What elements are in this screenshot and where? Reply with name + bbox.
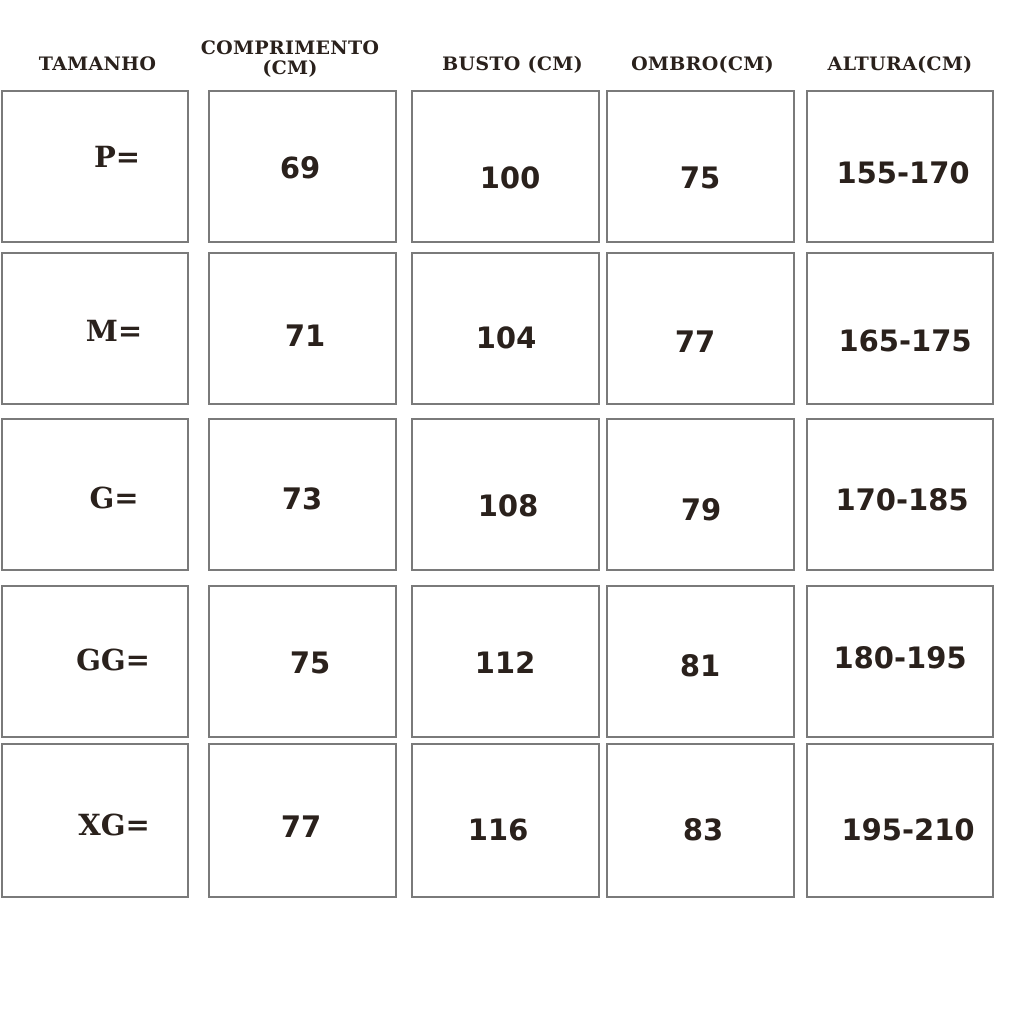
cell-value-tamanho: M= [85,314,143,348]
table-cell-comprimento [208,418,397,571]
table-cell-busto [411,252,600,405]
cell-value-comprimento: 73 [281,482,323,516]
cell-value-tamanho: G= [89,481,139,515]
cell-value-comprimento: 75 [289,646,331,680]
cell-value-ombro: 79 [680,493,722,527]
cell-value-tamanho: XG= [78,808,150,842]
cell-value-ombro: 77 [674,325,716,359]
header-comprimento: COMPRIMENTO (CM) [200,37,380,79]
header-altura: ALTURA(CM) [827,53,973,75]
table-cell-ombro [606,252,795,405]
table-cell-ombro [606,418,795,571]
cell-value-tamanho: GG= [76,643,150,677]
table-cell-ombro [606,743,795,898]
cell-value-altura: 195-210 [841,813,975,847]
table-cell-altura [806,252,994,405]
cell-value-comprimento: 69 [279,151,321,185]
table-cell-altura [806,743,994,898]
cell-value-busto: 104 [475,321,537,355]
table-cell-comprimento [208,585,397,738]
table-cell-altura [806,90,994,243]
table-cell-tamanho [1,585,189,738]
cell-value-busto: 116 [467,813,529,847]
table-cell-busto [411,418,600,571]
table-cell-comprimento [208,743,397,898]
cell-value-altura: 165-175 [838,324,972,358]
table-cell-busto [411,585,600,738]
table-cell-comprimento [208,252,397,405]
cell-value-busto: 108 [477,489,539,523]
cell-value-altura: 155-170 [836,156,970,190]
header-ombro: OMBRO(CM) [631,53,774,75]
table-cell-altura [806,418,994,571]
table-cell-ombro [606,90,795,243]
cell-value-ombro: 81 [679,649,721,683]
cell-value-tamanho: P= [93,140,141,174]
cell-value-comprimento: 71 [284,319,326,353]
table-cell-tamanho [1,743,189,898]
cell-value-busto: 100 [479,161,541,195]
cell-value-ombro: 83 [682,813,724,847]
table-cell-busto [411,90,600,243]
table-cell-altura [806,585,994,738]
table-cell-tamanho [1,418,189,571]
table-cell-busto [411,743,600,898]
table-cell-ombro [606,585,795,738]
table-cell-tamanho [1,252,189,405]
table-cell-tamanho [1,90,189,243]
cell-value-busto: 112 [474,646,536,680]
cell-value-comprimento: 77 [280,810,322,844]
table-cell-comprimento [208,90,397,243]
header-tamanho: TAMANHO [38,53,157,75]
cell-value-altura: 180-195 [833,641,967,675]
header-busto: BUSTO (CM) [442,53,583,75]
cell-value-altura: 170-185 [835,483,969,517]
cell-value-ombro: 75 [679,161,721,195]
